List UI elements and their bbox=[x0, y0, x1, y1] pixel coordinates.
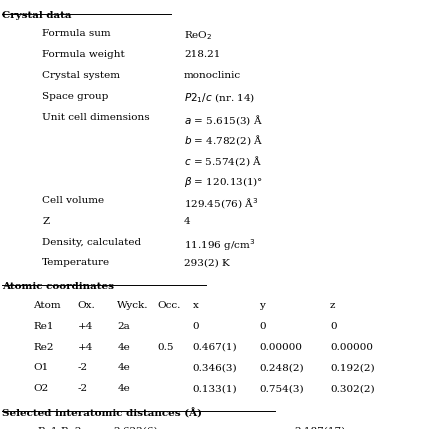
Text: Wyck.: Wyck. bbox=[117, 301, 149, 310]
Text: Unit cell dimensions: Unit cell dimensions bbox=[42, 113, 150, 122]
Text: Re1-Re2: Re1-Re2 bbox=[38, 427, 82, 429]
Text: 4: 4 bbox=[184, 217, 190, 226]
Text: 0.754(3): 0.754(3) bbox=[259, 384, 304, 393]
Text: $\beta$ = 120.13(1)°: $\beta$ = 120.13(1)° bbox=[184, 175, 263, 189]
Text: -2: -2 bbox=[78, 384, 88, 393]
Text: O2: O2 bbox=[33, 384, 48, 393]
Text: 0.346(3): 0.346(3) bbox=[193, 363, 237, 372]
Text: x: x bbox=[193, 301, 198, 310]
Text: +4: +4 bbox=[78, 343, 93, 352]
Text: $P2_1/c$ (nr. 14): $P2_1/c$ (nr. 14) bbox=[184, 92, 255, 106]
Text: Ox.: Ox. bbox=[78, 301, 95, 310]
Text: +4: +4 bbox=[78, 322, 93, 331]
Text: 0.5: 0.5 bbox=[157, 343, 174, 352]
Text: Space group: Space group bbox=[42, 92, 109, 101]
Text: Atomic coordinates: Atomic coordinates bbox=[2, 282, 114, 291]
Text: 4e: 4e bbox=[117, 384, 130, 393]
Text: 0.00000: 0.00000 bbox=[330, 343, 373, 352]
Text: Atom: Atom bbox=[33, 301, 61, 310]
Text: Cell volume: Cell volume bbox=[42, 196, 104, 205]
Text: Crystal data: Crystal data bbox=[2, 11, 72, 20]
Text: Crystal system: Crystal system bbox=[42, 71, 120, 80]
Text: $b$ = 4.782(2) Å: $b$ = 4.782(2) Å bbox=[184, 133, 263, 148]
Text: z: z bbox=[330, 301, 335, 310]
Text: 129.45(76) Å$^3$: 129.45(76) Å$^3$ bbox=[184, 196, 258, 211]
Text: $c$ = 5.574(2) Å: $c$ = 5.574(2) Å bbox=[184, 154, 262, 168]
Text: 2.622(6): 2.622(6) bbox=[113, 427, 158, 429]
Text: 2a: 2a bbox=[117, 322, 130, 331]
Text: Formula sum: Formula sum bbox=[42, 30, 111, 39]
Text: 2.187(17): 2.187(17) bbox=[295, 427, 346, 429]
Text: monoclinic: monoclinic bbox=[184, 71, 241, 80]
Text: O1: O1 bbox=[33, 363, 48, 372]
Text: 0.467(1): 0.467(1) bbox=[193, 343, 237, 352]
Text: 0.133(1): 0.133(1) bbox=[193, 384, 237, 393]
Text: 218.21: 218.21 bbox=[184, 50, 220, 59]
Text: 0: 0 bbox=[193, 322, 199, 331]
Text: 0.00000: 0.00000 bbox=[259, 343, 302, 352]
Text: Z: Z bbox=[42, 217, 49, 226]
Text: 0.248(2): 0.248(2) bbox=[259, 363, 304, 372]
Text: -2: -2 bbox=[78, 363, 88, 372]
Text: Re2-O1$^{(iii)}$: Re2-O1$^{(iii)}$ bbox=[210, 427, 263, 429]
Text: $a$ = 5.615(3) Å: $a$ = 5.615(3) Å bbox=[184, 113, 263, 127]
Text: 293(2) K: 293(2) K bbox=[184, 258, 229, 267]
Text: 0.192(2): 0.192(2) bbox=[330, 363, 375, 372]
Text: 4e: 4e bbox=[117, 343, 130, 352]
Text: Re1: Re1 bbox=[33, 322, 54, 331]
Text: 0: 0 bbox=[259, 322, 266, 331]
Text: Density, calculated: Density, calculated bbox=[42, 238, 141, 247]
Text: 4e: 4e bbox=[117, 363, 130, 372]
Text: Selected interatomic distances (Å): Selected interatomic distances (Å) bbox=[2, 408, 202, 418]
Text: Occ.: Occ. bbox=[157, 301, 181, 310]
Text: 11.196 g/cm$^3$: 11.196 g/cm$^3$ bbox=[184, 238, 256, 253]
Text: ReO$_2$: ReO$_2$ bbox=[184, 30, 212, 42]
Text: Re2: Re2 bbox=[33, 343, 54, 352]
Text: y: y bbox=[259, 301, 265, 310]
Text: Formula weight: Formula weight bbox=[42, 50, 125, 59]
Text: 0.302(2): 0.302(2) bbox=[330, 384, 375, 393]
Text: 0: 0 bbox=[330, 322, 337, 331]
Text: Temperature: Temperature bbox=[42, 258, 110, 267]
